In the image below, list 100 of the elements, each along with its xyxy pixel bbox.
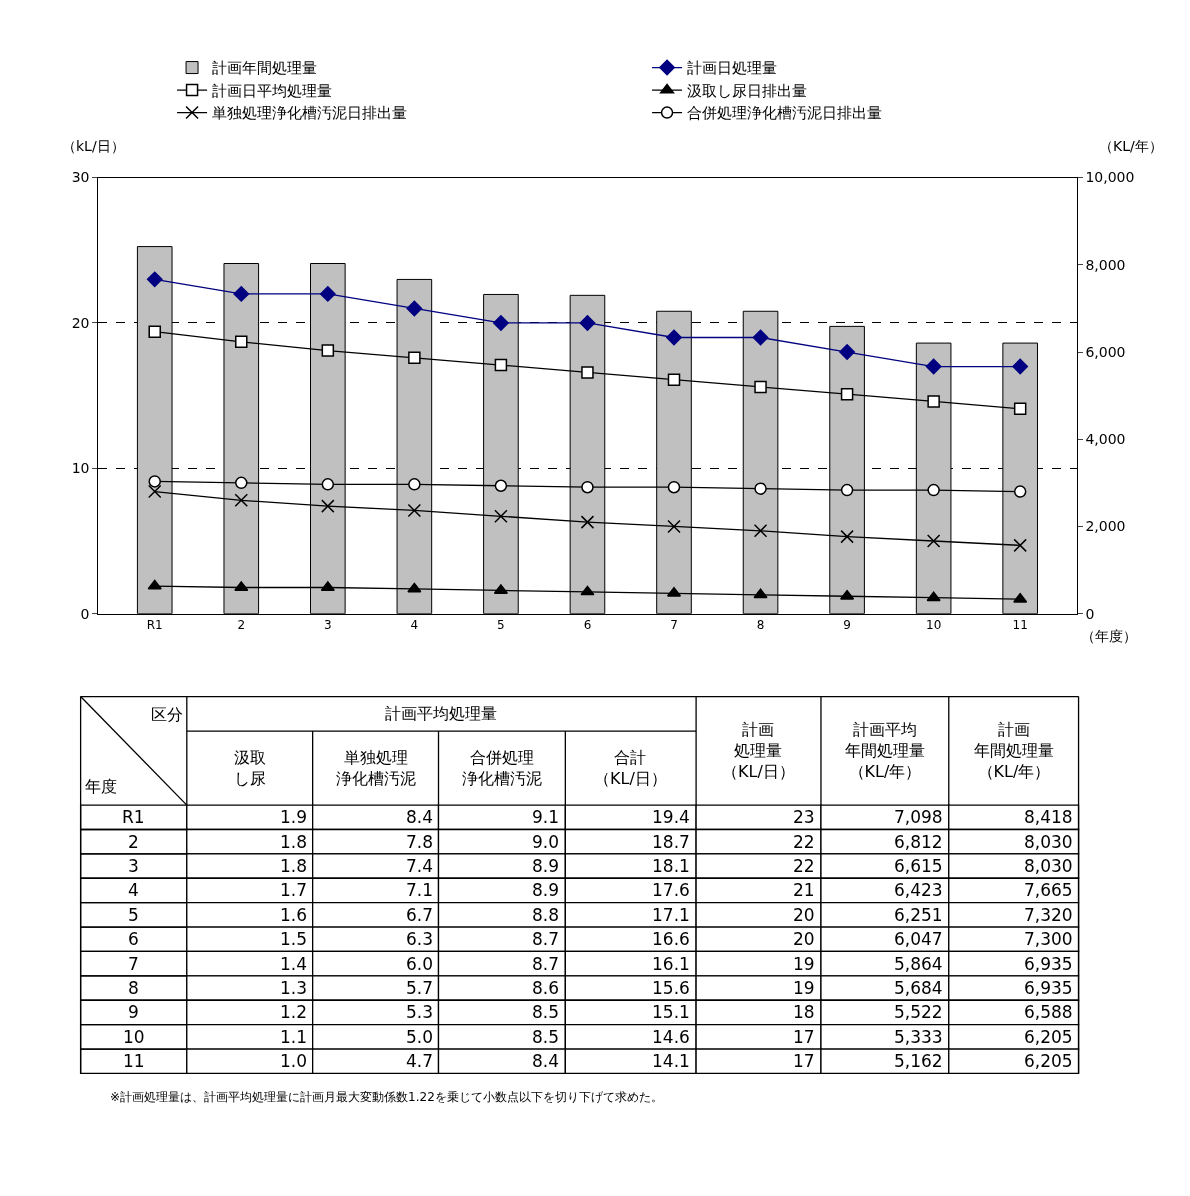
data-label: 18.1 <box>652 856 690 876</box>
y-tick-label: 5 <box>128 905 139 925</box>
text: ※計画処理量は、計画平均処理量に計画月最大変動係数1.22を乗じて小数点以下を切り下げて求めた。 <box>110 1090 663 1104</box>
data-label: 8.9 <box>532 880 560 900</box>
data-label: 20 <box>793 929 815 949</box>
legend-label: 単独処理浄化槽汚泥日排出量 <box>212 104 408 123</box>
data-label: 8,418 <box>1024 807 1073 827</box>
data-label: 17.6 <box>652 880 690 900</box>
x-tick-label: 8 <box>756 618 765 633</box>
data-label: 20 <box>793 905 815 925</box>
data-label: 17.1 <box>652 905 690 925</box>
data-label: 15.6 <box>652 978 690 998</box>
data-label: 5,162 <box>894 1051 943 1071</box>
data-label: 7.1 <box>406 880 434 900</box>
data-label: 9.1 <box>532 807 560 827</box>
y-tick-label: 6 <box>128 929 139 949</box>
data-label: 6,205 <box>1024 1051 1073 1071</box>
text: 年度 <box>85 777 117 796</box>
data-label: 6,251 <box>894 905 943 925</box>
y-tick-label: 11 <box>123 1051 145 1071</box>
data-label: 1.8 <box>280 856 308 876</box>
y-tick-label: 10 <box>123 1027 145 1047</box>
y2-tick-label: 8,000 <box>1085 256 1126 273</box>
data-label: 23 <box>793 807 815 827</box>
data-label: 17 <box>793 1051 815 1071</box>
data-label: 14.6 <box>652 1027 690 1047</box>
text: 計画平均処理量 <box>385 704 497 723</box>
x-tick-label: 合併処理浄化槽汚泥 <box>462 748 542 788</box>
y-tick-label: 10 <box>71 460 90 477</box>
x-tick-label: 10 <box>926 618 942 633</box>
y-tick-label: R1 <box>122 807 145 827</box>
data-label: 1.2 <box>280 1002 308 1022</box>
data-label: 6.3 <box>406 929 434 949</box>
x-tick-label: 計画処理量（KL/日） <box>722 720 795 781</box>
data-label: 6.7 <box>406 905 434 925</box>
data-label: 5,522 <box>894 1002 943 1022</box>
data-label: 5.3 <box>406 1002 434 1022</box>
y2-tick-label: 10,000 <box>1085 169 1135 186</box>
data-label: 14.1 <box>652 1051 690 1071</box>
y-tick-label: 20 <box>71 314 90 331</box>
data-label: 1.8 <box>280 832 308 852</box>
data-label: 5,333 <box>894 1027 943 1047</box>
data-label: 21 <box>793 880 815 900</box>
y2-tick-label: 6,000 <box>1085 343 1126 360</box>
data-label: 22 <box>793 856 815 876</box>
data-label: 7,300 <box>1024 929 1073 949</box>
data-label: 18 <box>793 1002 815 1022</box>
x-tick-label: 計画平均年間処理量（KL/年） <box>845 720 925 781</box>
data-label: 19 <box>793 978 815 998</box>
y2-tick-label: 0 <box>1085 605 1095 622</box>
data-label: 6,047 <box>894 929 943 949</box>
x-tick-label: 7 <box>670 618 678 633</box>
x-tick-label: 合計（KL/日） <box>594 748 667 788</box>
y2-axis-title: （KL/年） <box>1099 138 1163 154</box>
data-label: 5.0 <box>406 1027 434 1047</box>
data-label: 8,030 <box>1024 856 1073 876</box>
data-label: 22 <box>793 832 815 852</box>
x-tick-label: 汲取し尿 <box>234 748 266 788</box>
data-label: 18.7 <box>652 832 690 852</box>
y2-tick-label: 2,000 <box>1085 518 1126 535</box>
x-tick-label: 11 <box>1012 618 1028 633</box>
y-tick-label: 9 <box>128 1002 139 1022</box>
legend-label: 汲取し尿日排出量 <box>687 81 808 100</box>
data-label: 8.5 <box>532 1002 560 1022</box>
data-label: 8,030 <box>1024 832 1073 852</box>
data-label: 8.4 <box>406 807 434 827</box>
y-tick-label: 0 <box>80 605 90 622</box>
data-label: 5,684 <box>894 978 943 998</box>
x-tick-label: 6 <box>583 618 592 633</box>
data-label: 6,423 <box>894 880 943 900</box>
data-label: 4.7 <box>406 1051 434 1071</box>
y2-tick-label: 4,000 <box>1085 431 1126 448</box>
x-tick-label: 単独処理浄化槽汚泥 <box>336 748 416 788</box>
legend-label: 計画日処理量 <box>687 59 778 78</box>
y-tick-label: 2 <box>128 832 139 852</box>
x-tick-label: 4 <box>410 618 419 633</box>
y-tick-label: 8 <box>128 978 139 998</box>
x-tick-label: 2 <box>237 618 246 633</box>
x-tick-label: R1 <box>146 618 163 633</box>
data-label: 1.5 <box>280 929 308 949</box>
x-tick-label: 計画年間処理量（KL/年） <box>974 720 1054 781</box>
data-label: 19.4 <box>652 807 690 827</box>
data-label: 1.9 <box>280 807 308 827</box>
data-label: 8.6 <box>532 978 560 998</box>
data-label: 7.4 <box>406 856 434 876</box>
data-label: 8.8 <box>532 905 560 925</box>
data-label: 16.1 <box>652 954 690 974</box>
data-label: 8.7 <box>532 954 560 974</box>
data-label: 6,588 <box>1024 1002 1073 1022</box>
data-label: 8.4 <box>532 1051 560 1071</box>
data-label: 8.9 <box>532 856 560 876</box>
data-label: 16.6 <box>652 929 690 949</box>
data-label: 6,935 <box>1024 954 1073 974</box>
data-label: 7,665 <box>1024 880 1073 900</box>
x-tick-label: 3 <box>324 618 332 633</box>
data-label: 15.1 <box>652 1002 690 1022</box>
data-label: 6,205 <box>1024 1027 1073 1047</box>
data-label: 7,098 <box>894 807 943 827</box>
data-label: 6,812 <box>894 832 943 852</box>
y-tick-label: 7 <box>128 954 139 974</box>
